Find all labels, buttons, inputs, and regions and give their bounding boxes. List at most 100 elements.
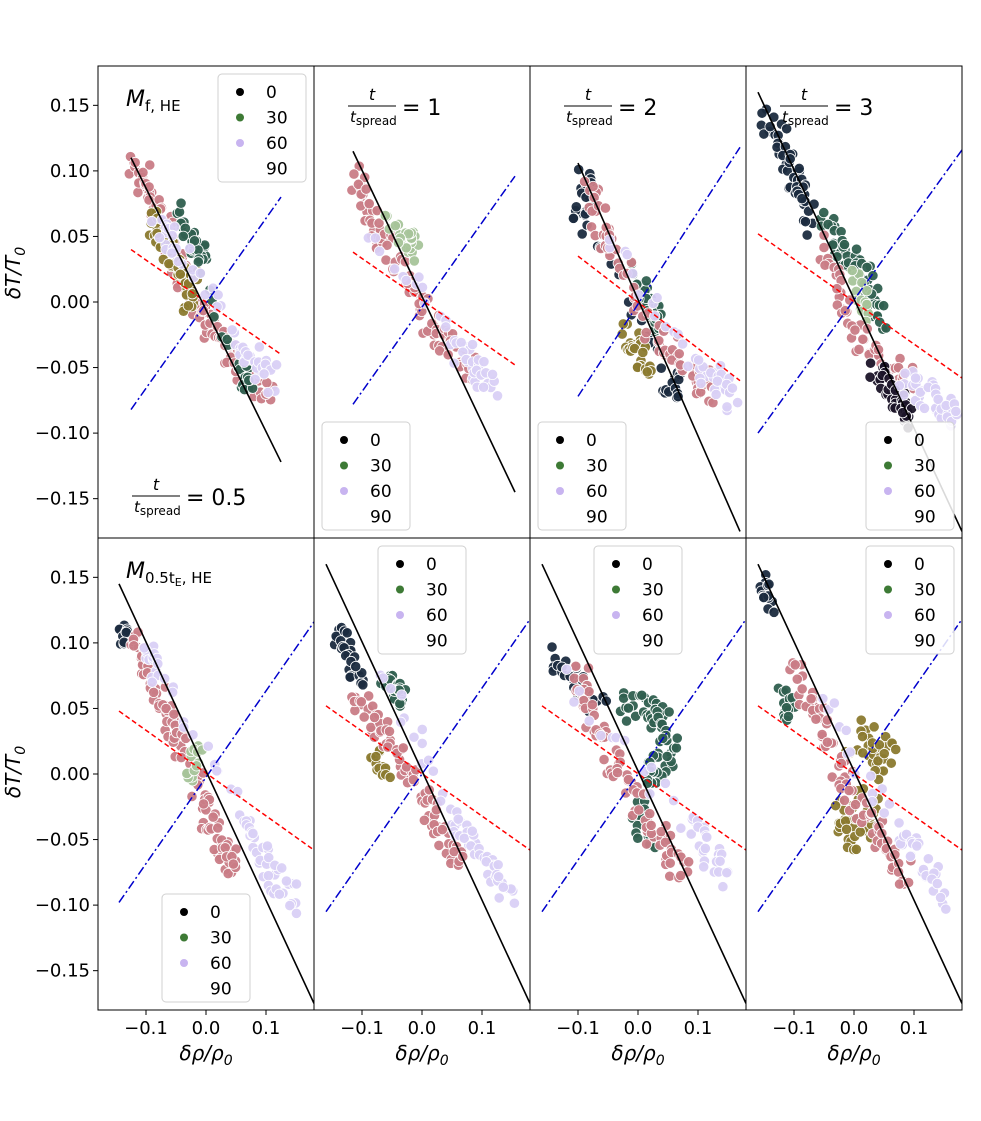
scatter-point	[685, 828, 697, 840]
plot-area-2	[567, 146, 744, 532]
red-dashed-line	[757, 233, 962, 379]
legend-marker	[236, 113, 244, 122]
scatter-point	[222, 867, 234, 880]
time-label-num: t	[369, 85, 376, 104]
scatter-point	[816, 728, 828, 741]
scatter-point	[726, 382, 739, 394]
legend-marker	[236, 139, 244, 147]
legend: 0 30 60 90	[593, 545, 683, 655]
y-tick-label: −0.10	[35, 895, 90, 916]
scatter-point	[910, 372, 922, 384]
scatter-point	[583, 715, 595, 727]
scatter-point	[598, 753, 610, 766]
scatter-point	[655, 362, 667, 374]
scatter-point	[682, 360, 694, 372]
black-solid-line	[130, 157, 282, 463]
scatter-point	[194, 267, 206, 279]
time-label-den: tspread	[134, 498, 181, 518]
scatter-point	[645, 761, 658, 773]
scatter-point	[385, 683, 397, 695]
scatter-point	[721, 401, 733, 413]
scatter-point	[710, 388, 722, 401]
scatter-point	[262, 870, 275, 882]
scatter-point	[878, 807, 890, 819]
scatter-point	[186, 790, 198, 803]
legend-marker	[180, 933, 188, 942]
scatter-point	[493, 892, 505, 904]
red-dashed-line	[130, 248, 282, 356]
scatter-point	[675, 822, 687, 834]
legend-label: 0	[586, 431, 597, 451]
model-label: M0.5tE, HE	[126, 559, 212, 589]
legend-label: 90	[266, 160, 288, 180]
scatter-point	[389, 220, 401, 232]
legend: 0 30 60 90	[377, 545, 467, 655]
scatter-point	[692, 354, 705, 366]
scatter-series-3	[138, 640, 303, 919]
scatter-series-2	[365, 744, 396, 783]
legend-marker	[884, 585, 892, 594]
scatter-point	[855, 714, 867, 726]
scatter-series-4	[603, 234, 744, 417]
plot-area-1	[346, 150, 516, 493]
black-solid-line	[541, 563, 746, 1004]
y-tick-label: 0.10	[50, 161, 90, 182]
scatter-point	[486, 368, 499, 381]
scatter-point	[348, 168, 360, 180]
scatter-point	[801, 229, 813, 241]
legend-label: 30	[642, 581, 664, 601]
scatter-point	[418, 814, 430, 826]
scatter-point	[408, 255, 420, 267]
scatter-point	[355, 696, 367, 708]
scatter-point	[818, 241, 830, 254]
scatter-point	[890, 743, 902, 756]
scatter-point	[221, 333, 233, 346]
blue-dashdot-line	[757, 618, 962, 913]
scatter-point	[211, 765, 223, 777]
scatter-point	[850, 843, 862, 855]
red-dashed-line	[352, 251, 516, 366]
legend-box	[217, 73, 307, 183]
scatter-point	[212, 822, 224, 834]
legend-label: 60	[426, 606, 448, 626]
scatter-point	[408, 731, 420, 743]
scatter-point	[397, 742, 409, 754]
legend-marker	[340, 436, 348, 444]
x-tick-label: 0.0	[840, 1018, 869, 1039]
scatter-point	[212, 289, 224, 301]
scatter-point	[717, 881, 729, 893]
x-tick-label: 0.1	[900, 1018, 929, 1039]
plot-area-3	[755, 91, 962, 532]
scatter-point	[768, 606, 780, 618]
legend-marker	[612, 585, 620, 594]
y-tick-label: 0.10	[50, 633, 90, 654]
scatter-point	[853, 343, 865, 356]
legend-label: 90	[426, 632, 448, 652]
blue-dashdot-line	[118, 621, 314, 903]
legend-label: 30	[266, 109, 288, 129]
red-dashed-line	[325, 705, 530, 851]
y-tick-label: −0.05	[35, 358, 90, 379]
x-tick-label: 0.0	[408, 1018, 437, 1039]
scatter-point	[478, 356, 490, 368]
x-tick-label: 0.1	[252, 1018, 281, 1039]
legend-label: 90	[210, 980, 232, 1000]
scatter-point	[621, 249, 633, 261]
legend-label: 60	[266, 134, 288, 154]
scatter-point	[701, 831, 713, 843]
scatter-point	[396, 689, 408, 701]
x-tick-label: 0.0	[192, 1018, 221, 1039]
legend-label: 60	[914, 482, 936, 502]
x-axis-label: δρ/ρ0	[395, 1041, 448, 1069]
scatter-point	[258, 368, 270, 380]
scatter-point	[659, 777, 671, 789]
scatter-point	[477, 381, 490, 393]
legend-label: 30	[426, 581, 448, 601]
time-label: t tspread = 1	[348, 85, 441, 128]
plot-area-7	[754, 563, 962, 1004]
scatter-point	[840, 724, 852, 736]
scatter-point	[358, 711, 370, 723]
scatter-point	[466, 338, 479, 351]
scatter-point	[175, 197, 187, 209]
legend-label: 0	[426, 555, 437, 575]
